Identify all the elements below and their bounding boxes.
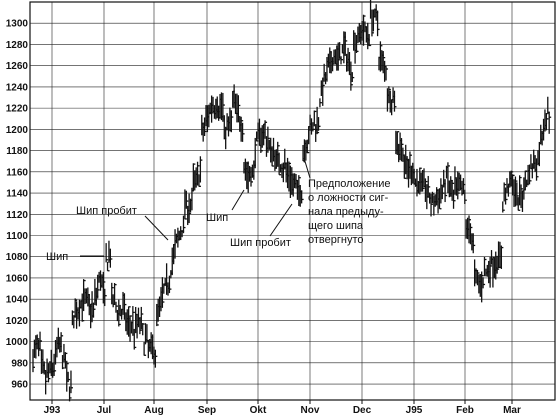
price-bar (314, 110, 316, 126)
chart-annotations: Шип Шип пробит Шип Шип пробит Предположе… (46, 158, 391, 263)
price-bar (105, 289, 107, 306)
x-tick-label: Sep (198, 405, 216, 416)
annotation-assumption-line-2: о ложности сиг- (308, 192, 389, 204)
price-bar (155, 350, 157, 368)
assumption-leader (304, 158, 310, 178)
price-bar (320, 98, 322, 107)
x-tick-label: Aug (144, 405, 163, 416)
x-axis: J93 Jul Aug Sep Okt Nov Dec J95 Feb Mar (44, 400, 521, 416)
plot-frame (30, 2, 555, 400)
y-tick-label: 980 (11, 358, 28, 369)
x-tick-label: Mar (503, 405, 521, 416)
price-bar (539, 142, 541, 166)
y-tick-label: 1140 (6, 189, 28, 200)
x-tick-label: Okt (250, 405, 267, 416)
price-bar (445, 179, 447, 202)
price-bar (345, 32, 347, 56)
price-bar (352, 72, 354, 82)
x-tick-label: Nov (301, 405, 320, 416)
price-bar (503, 201, 505, 212)
y-tick-label: 1040 (6, 295, 29, 306)
y-tick-label: 1260 (6, 61, 29, 72)
price-bars (33, 0, 551, 401)
price-bar (255, 138, 257, 168)
y-tick-label: 1280 (6, 40, 29, 51)
y-tick-label: 960 (11, 380, 28, 391)
price-bar (71, 371, 73, 394)
x-tick-label: J93 (44, 405, 61, 416)
price-bar (386, 67, 388, 80)
y-tick-label: 1000 (6, 337, 29, 348)
y-tick-label: 1240 (6, 82, 29, 93)
price-bar (549, 112, 551, 134)
price-bar (483, 277, 485, 288)
annotation-assumption-line-5: отвергнуто (308, 234, 364, 246)
x-tick-label: J95 (406, 405, 423, 416)
price-bar (68, 372, 70, 382)
x-tick-label: Feb (456, 405, 474, 416)
price-bar (200, 156, 202, 182)
price-bar (147, 324, 149, 342)
y-tick-label: 1120 (6, 210, 28, 221)
y-tick-label: 1100 (6, 231, 28, 242)
chart-grid (30, 2, 555, 400)
price-bar (465, 190, 467, 204)
price-bar (302, 190, 304, 203)
y-tick-label: 1080 (6, 252, 29, 263)
price-bar (548, 97, 550, 114)
x-tick-label: Dec (353, 405, 372, 416)
annotation-assumption-line-4: щего шипа (308, 220, 364, 232)
price-bar (231, 110, 233, 132)
price-bar (243, 123, 245, 142)
y-tick-label: 1220 (6, 104, 29, 115)
spike-breakout-2-leader (270, 204, 292, 236)
price-bar (323, 78, 325, 106)
price-bar (319, 117, 321, 131)
price-bar (61, 332, 63, 352)
price-bar (106, 243, 108, 262)
price-bar (110, 249, 112, 268)
price-bar (442, 186, 444, 199)
annotation-spike-breakout-2: Шип пробит (230, 237, 291, 249)
price-bar (115, 283, 117, 305)
annotation-assumption-line-3: нала предыду- (308, 206, 384, 218)
y-tick-label: 1200 (6, 125, 29, 136)
annotation-spike-2: Шип (206, 212, 228, 224)
price-bar (341, 56, 343, 64)
y-tick-label: 1160 (6, 167, 28, 178)
x-tick-label: Jul (97, 405, 112, 416)
price-bar (501, 246, 503, 269)
annotation-spike: Шип (46, 251, 68, 263)
price-bar (108, 262, 110, 271)
y-tick-label: 1060 (6, 273, 29, 284)
price-bar (40, 332, 42, 351)
y-tick-label: 1180 (6, 146, 28, 157)
price-bar (175, 229, 177, 258)
y-tick-label: 1300 (6, 19, 29, 30)
y-tick-label: 1020 (6, 316, 29, 327)
annotation-spike-breakout-1: Шип пробит (76, 205, 137, 217)
annotation-assumption-line-1: Предположение (308, 178, 391, 190)
y-axis: 960 980 1000 1020 1040 1060 1080 1100 1120 1140 11… (6, 19, 29, 391)
price-bar (473, 233, 475, 253)
spike-breakout-1-leader (145, 216, 168, 240)
price-bar (546, 113, 548, 130)
price-bar (143, 323, 145, 335)
price-bar (394, 91, 396, 112)
